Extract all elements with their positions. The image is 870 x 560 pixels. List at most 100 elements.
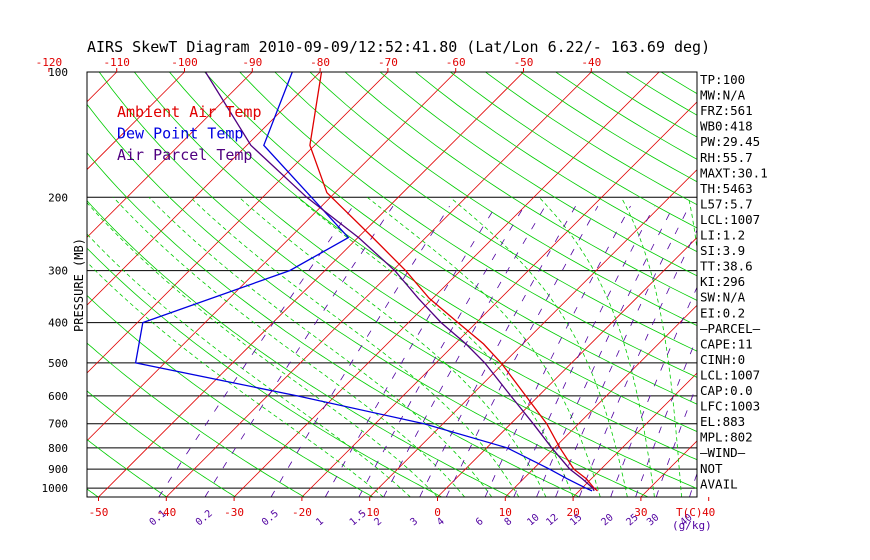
pressure-tick-label: 200 [48, 191, 68, 204]
legend-entry: Dew Point Temp [117, 125, 243, 143]
mixing-ratio-line-3 [419, 205, 576, 497]
index-entry: KI:296 [700, 274, 745, 289]
moist-adiabat--8 [87, 261, 384, 497]
moist-adiabat-12 [190, 197, 520, 497]
series-dew-point-temp [134, 72, 593, 492]
isotherm--90 [87, 72, 253, 238]
index-entry: SW:N/A [700, 290, 746, 305]
moist-adiabat-20 [297, 196, 574, 497]
top-tick-label: -120 [36, 56, 63, 69]
index-entry: WB0:418 [700, 119, 753, 134]
index-entry: NOT [700, 461, 723, 476]
isotherm-0 [437, 236, 697, 497]
chart-title: AIRS SkewT Diagram 2010-09-09/12:52:41.8… [87, 38, 710, 56]
dry-adiabat-400 [415, 72, 697, 253]
stability-indices: TP:100MW:N/AFRZ:561WB0:418PW:29.45RH:55.… [700, 72, 768, 491]
mixing-ratio-label: 12 [544, 512, 560, 528]
mixing-ratio-line-0.2 [204, 205, 394, 497]
pressure-tick-label: 1000 [42, 482, 69, 495]
index-entry: LFC:1003 [700, 399, 760, 414]
dry-adiabat-230 [87, 439, 168, 497]
index-entry: LI:1.2 [700, 228, 745, 243]
index-entry: AVAIL [700, 476, 738, 491]
pressure-tick-label: 400 [48, 317, 68, 330]
pressure-tick-label: 900 [48, 463, 68, 476]
dry-adiabat-390 [379, 72, 697, 277]
dry-adiabat-280 [87, 200, 511, 497]
dry-adiabat-470 [660, 72, 697, 95]
dry-adiabat-520 [837, 72, 870, 497]
dry-adiabat-300 [87, 103, 649, 497]
isotherm--50 [98, 72, 524, 497]
top-tick-label: -90 [242, 56, 262, 69]
mixing-ratio-label: 20 [600, 512, 616, 528]
bottom-tick-label: -30 [224, 506, 244, 519]
index-entry: SI:3.9 [700, 243, 745, 258]
isotherm--120 [0, 72, 49, 497]
index-entry: EL:883 [700, 414, 745, 429]
top-tick-label: -60 [446, 56, 466, 69]
pressure-tick-label: 500 [48, 357, 68, 370]
moist-adiabat-24 [367, 196, 601, 497]
top-tick-label: -100 [171, 56, 198, 69]
mixing-ratio-label: 2 [372, 516, 384, 528]
dry-adiabat-380 [344, 72, 697, 301]
index-entry: MPL:802 [700, 430, 753, 445]
moist-adiabat-28 [449, 196, 628, 497]
legend-entry: Air Parcel Temp [117, 146, 252, 164]
top-temperature-axis: -120 -110 -100 -90 -80 -70 -60 -50 -40 [36, 56, 601, 72]
bottom-tick-label: -20 [292, 506, 312, 519]
mixing-ratio-unit: (g/kg) [672, 519, 712, 532]
mixing-ratio-label: 1 [314, 516, 326, 528]
isotherm--60 [87, 72, 456, 442]
plot-frame [86, 71, 698, 498]
index-entry: MAXT:30.1 [700, 165, 768, 180]
isotherm--20 [301, 101, 697, 497]
bottom-tick-label: -40 [156, 506, 176, 519]
mixing-ratio-line-1 [324, 205, 497, 497]
bottom-tick-label: -10 [360, 506, 380, 519]
dry-adiabat-320 [133, 72, 697, 461]
isotherm-50 [777, 72, 870, 497]
index-entry: LCL:1007 [700, 212, 760, 227]
bottom-tick-label: -50 [89, 506, 109, 519]
dry-adiabat-370 [309, 72, 697, 327]
dry-adiabat-250 [87, 342, 305, 497]
bottom-temperature-axis: -50 -40 -30 -20 -10 0 10 20 30 40 [89, 497, 715, 519]
mixing-ratio-line-4 [445, 205, 599, 497]
isotherm-60 [844, 72, 870, 497]
dry-adiabat-290 [87, 152, 580, 497]
index-entry: EI:0.2 [700, 305, 745, 320]
pressure-tick-label: 300 [48, 265, 68, 278]
mixing-ratio-label: 6 [474, 516, 486, 528]
dry-adiabat-240 [87, 390, 236, 497]
index-entry: TH:5463 [700, 181, 753, 196]
isotherm-10 [505, 304, 697, 497]
mixing-ratio-line-0.5 [270, 205, 450, 497]
index-entry: FRZ:561 [700, 103, 753, 118]
dry-adiabat-260 [87, 294, 374, 497]
pressure-tick-label: 600 [48, 390, 68, 403]
mixing-ratio-line-2 [383, 205, 546, 497]
isotherm--30 [233, 72, 660, 497]
mixing-ratio-line-8 [513, 205, 655, 497]
y-axis-label: PRESSURE (MB) [72, 238, 86, 332]
index-entry: LCL:1007 [700, 367, 760, 382]
index-entry: PW:29.45 [700, 134, 760, 149]
dry-adiabat-500 [766, 72, 870, 497]
mixing-ratio-label: 0.5 [260, 508, 281, 528]
moist-adiabat-4 [113, 197, 465, 497]
index-entry: CAP:0.0 [700, 383, 753, 398]
isotherm--110 [87, 72, 117, 103]
bottom-tick-label: 40 [702, 506, 715, 519]
bottom-tick-label: 0 [434, 506, 441, 519]
series-ambient-air-temp [309, 72, 598, 492]
bottom-tick-label: 20 [566, 506, 579, 519]
grid-lines [0, 72, 870, 497]
moist-adiabat-8 [148, 197, 493, 497]
top-tick-label: -70 [378, 56, 398, 69]
mixing-ratio-label: 8 [503, 516, 515, 528]
index-entry: —WIND— [700, 445, 746, 460]
moist-adiabat-36 [620, 197, 682, 497]
bottom-tick-label: 10 [499, 506, 512, 519]
